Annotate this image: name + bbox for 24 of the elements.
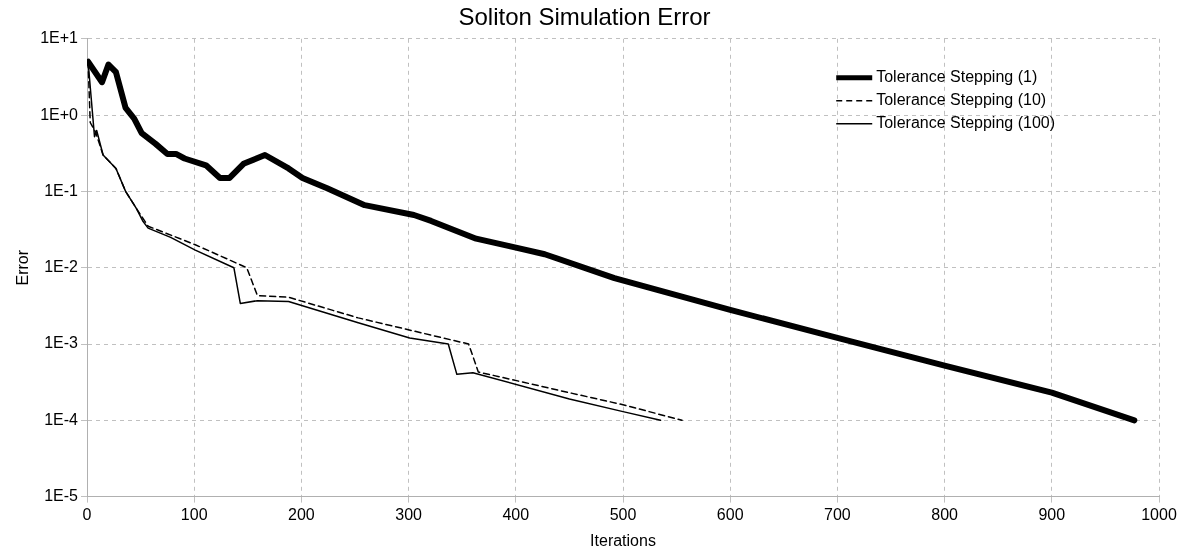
x-tick-label: 600 (716, 505, 744, 523)
y-tick-label: 1E+0 (40, 105, 79, 123)
legend-label: Tolerance Stepping (100) (876, 114, 1055, 132)
y-tick-label: 1E-1 (44, 181, 79, 199)
legend-label: Tolerance Stepping (1) (876, 68, 1038, 86)
legend-label: Tolerance Stepping (10) (876, 91, 1047, 109)
y-tick-label: 1E-5 (44, 487, 79, 505)
y-tick-label: 1E+1 (40, 29, 79, 47)
y-tick-label: 1E-4 (44, 410, 79, 428)
x-tick-label: 1000 (1141, 505, 1177, 523)
y-tick-label: 1E-2 (44, 258, 79, 276)
x-tick-label: 700 (824, 505, 851, 523)
x-tick-label: 300 (395, 505, 423, 523)
x-tick-label: 500 (609, 505, 637, 523)
x-tick-label: 400 (502, 505, 530, 523)
y-axis-title: Error (14, 249, 32, 286)
x-tick-label: 900 (1038, 505, 1066, 523)
x-tick-label: 800 (931, 505, 959, 523)
x-tick-label: 200 (288, 505, 315, 523)
x-tick-label: 0 (82, 505, 92, 523)
y-tick-label: 1E-3 (44, 334, 79, 352)
x-axis-title: Iterations (590, 531, 656, 549)
x-tick-label: 100 (180, 505, 208, 523)
chart-title: Soliton Simulation Error (458, 3, 711, 31)
